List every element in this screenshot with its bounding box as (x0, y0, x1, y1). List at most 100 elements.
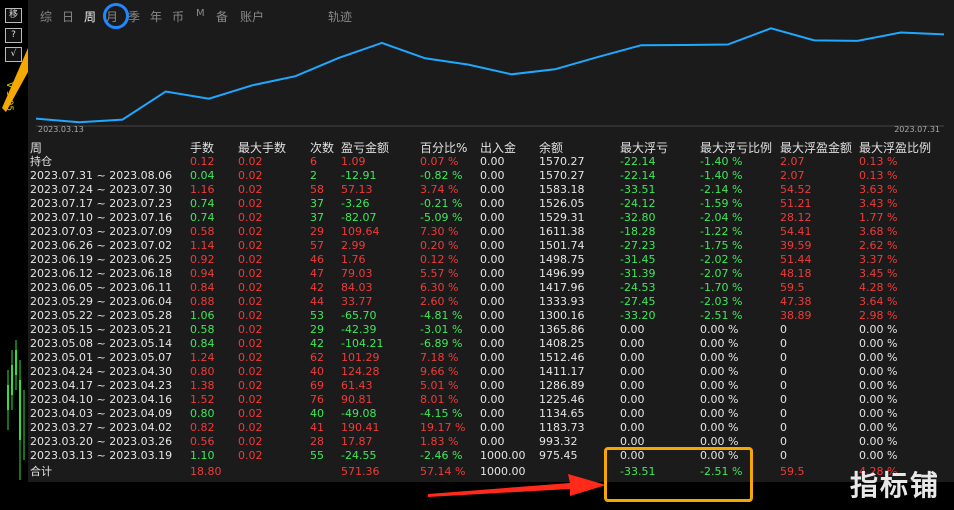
table-row: 2023.04.10 ~ 2023.04.16 1.52 0.02 76 90.81 8.… (30, 393, 954, 407)
annotation-arrow-red (428, 474, 606, 497)
tab-summary[interactable]: 综 (40, 10, 53, 24)
table-cell: -33.20 (620, 309, 656, 322)
table-cell: 2023.07.17 ~ 2023.07.23 (30, 197, 173, 210)
table-cell: 38.89 (780, 309, 812, 322)
table-cell: 101.29 (341, 351, 380, 364)
table-cell: 0.00 (480, 295, 505, 308)
table-total-row: 合计 18.80 571.36 57.14 % 1000.00 -33.51 -2.51 %… (30, 465, 954, 479)
table-cell: 4.28 % (859, 465, 898, 478)
table-row: 2023.05.29 ~ 2023.06.04 0.88 0.02 44 33.77 2.… (30, 295, 954, 309)
tab-track[interactable]: 轨迹 (328, 10, 353, 24)
table-cell: 51.44 (780, 253, 812, 266)
column-header: 盈亏金额 (341, 141, 390, 155)
table-cell: 109.64 (341, 225, 380, 238)
table-cell: 0.02 (238, 267, 263, 280)
table-cell: -2.04 % (700, 211, 743, 224)
table-cell: 0.00 (480, 225, 505, 238)
table-cell: 1529.31 (539, 211, 585, 224)
tab-currency[interactable]: 币 (172, 10, 185, 24)
table-cell: 0.00 (480, 351, 505, 364)
table-cell: 0.00 (480, 393, 505, 406)
table-row: 2023.07.03 ~ 2023.07.09 0.58 0.02 29 109.64 7… (30, 225, 954, 239)
table-cell: 1570.27 (539, 155, 585, 168)
table-cell: 0.00 (480, 435, 505, 448)
table-cell: 1583.18 (539, 183, 585, 196)
table-cell: 1.16 (190, 183, 215, 196)
table-cell: 0.00 % (859, 421, 898, 434)
table-cell: 1611.38 (539, 225, 585, 238)
table-cell: 2023.06.12 ~ 2023.06.18 (30, 267, 173, 280)
tab-account[interactable]: 账户 (240, 10, 265, 24)
table-cell: 1000.00 (480, 449, 526, 462)
table-cell: -4.15 % (420, 407, 463, 420)
tab-month[interactable]: 月 (106, 10, 119, 24)
table-cell: 47.38 (780, 295, 812, 308)
table-cell: 62 (310, 351, 324, 364)
table-cell: -6.89 % (420, 337, 463, 350)
table-cell: 2023.07.24 ~ 2023.07.30 (30, 183, 173, 196)
table-cell: -24.53 (620, 281, 656, 294)
table-cell: 0.02 (238, 421, 263, 434)
table-cell: 1.52 (190, 393, 215, 406)
column-header: 次数 (310, 141, 335, 155)
move-button[interactable]: 移 (5, 8, 22, 23)
table-cell: 0.04 (190, 169, 215, 182)
table-cell: 0.00 (620, 407, 645, 420)
check-button[interactable]: √ (5, 47, 22, 62)
table-cell: 0.02 (238, 309, 263, 322)
table-cell: 59.5 (780, 465, 805, 478)
table-cell: -24.55 (341, 449, 377, 462)
table-cell: 40 (310, 407, 324, 420)
table-cell: 0.02 (238, 211, 263, 224)
table-cell: 2023.04.03 ~ 2023.04.09 (30, 407, 173, 420)
table-cell: 2 (310, 169, 317, 182)
annotation-arrow-yellow (2, 48, 28, 112)
table-cell: 1365.86 (539, 323, 585, 336)
table-cell: 0 (780, 407, 787, 420)
tab-m[interactable]: M (196, 8, 205, 19)
column-header: 最大浮盈比例 (859, 141, 932, 155)
table-cell: 0.00 (480, 407, 505, 420)
table-cell: 0.02 (238, 449, 263, 462)
chart-end-date: 2023.07.31 (894, 125, 940, 134)
table-cell: 54.41 (780, 225, 812, 238)
table-cell: 0.74 (190, 211, 215, 224)
table-row: 2023.06.05 ~ 2023.06.11 0.84 0.02 42 84.03 6.… (30, 281, 954, 295)
table-cell: 0.00 % (859, 323, 898, 336)
table-cell: 0.02 (238, 379, 263, 392)
table-cell: 2023.03.20 ~ 2023.03.26 (30, 435, 173, 448)
table-cell: -33.51 (620, 465, 656, 478)
tab-quarter[interactable]: 季 (128, 10, 141, 24)
table-cell: -27.45 (620, 295, 656, 308)
table-cell: 1225.46 (539, 393, 585, 406)
table-cell: 0.82 (190, 421, 215, 434)
table-cell: 0.12 % (420, 253, 459, 266)
tab-backup[interactable]: 备 (216, 10, 229, 24)
table-cell: 2023.04.24 ~ 2023.04.30 (30, 365, 173, 378)
tab-year[interactable]: 年 (150, 10, 163, 24)
table-cell: 1300.16 (539, 309, 585, 322)
table-cell: 0.00 (480, 169, 505, 182)
table-cell: 0.00 (480, 197, 505, 210)
table-cell: 0.00 (480, 253, 505, 266)
table-cell: 5.01 % (420, 379, 459, 392)
table-cell: -65.70 (341, 309, 377, 322)
table-cell: 0.00 (620, 379, 645, 392)
tab-day[interactable]: 日 (62, 10, 75, 24)
table-cell: 0.00 % (700, 421, 739, 434)
column-header: 最大浮亏比例 (700, 141, 773, 155)
tab-week[interactable]: 周 (84, 10, 97, 24)
help-button[interactable]: ? (5, 28, 22, 43)
table-cell: 84.03 (341, 281, 373, 294)
table-cell: 1333.93 (539, 295, 585, 308)
table-cell: 0.02 (238, 365, 263, 378)
table-cell: 2023.06.19 ~ 2023.06.25 (30, 253, 173, 266)
table-cell: -2.51 % (700, 465, 743, 478)
table-row: 2023.05.15 ~ 2023.05.21 0.58 0.02 29 -42.39 -… (30, 323, 954, 337)
table-cell: 0.02 (238, 197, 263, 210)
table-cell: 0 (780, 365, 787, 378)
table-cell: 1183.73 (539, 421, 585, 434)
table-cell: 47 (310, 267, 324, 280)
table-cell: 0.58 (190, 323, 215, 336)
table-cell: 0 (780, 323, 787, 336)
